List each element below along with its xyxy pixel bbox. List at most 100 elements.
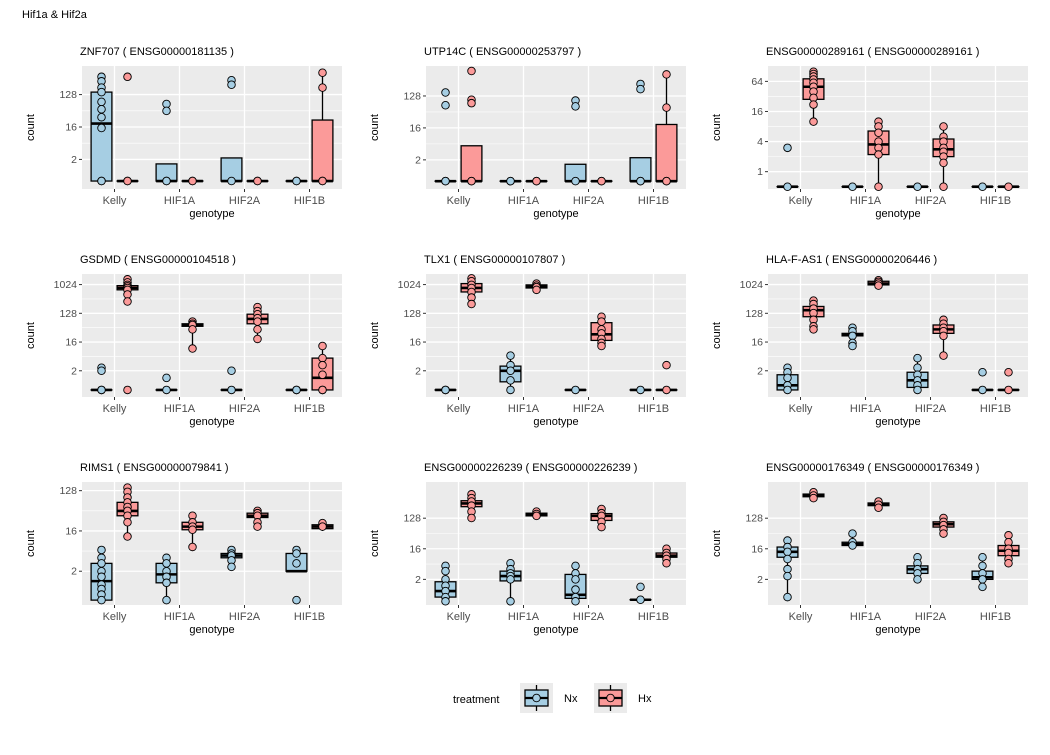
y-tick-label: 1024 (740, 279, 764, 291)
panel-title: RIMS1 ( ENSG00000079841 ) (80, 462, 229, 474)
data-point (442, 567, 450, 575)
data-point (940, 183, 948, 191)
data-point (124, 177, 132, 185)
data-point (98, 546, 106, 554)
data-point (293, 386, 301, 394)
data-point (98, 573, 106, 581)
data-point (810, 118, 818, 126)
data-point (163, 596, 171, 604)
data-point (1005, 368, 1013, 376)
box-body (312, 120, 333, 181)
data-point (533, 177, 541, 185)
data-point (572, 386, 580, 394)
data-point (293, 177, 301, 185)
x-tick-label-hif1a: HIF1A (508, 195, 540, 207)
panel-title: HLA-F-AS1 ( ENSG00000206446 ) (766, 254, 937, 266)
panel-title: ZNF707 ( ENSG00000181135 ) (80, 46, 234, 58)
data-point (875, 282, 883, 290)
legend-key-point (533, 694, 541, 702)
data-point (979, 562, 987, 570)
data-point (228, 81, 236, 89)
y-tick-label: 16 (409, 337, 421, 349)
data-point (254, 335, 262, 343)
data-point (914, 364, 922, 372)
x-axis-label: genotype (875, 624, 920, 636)
x-tick-label-kelly: Kelly (789, 195, 813, 207)
legend-item-hx: Hx (594, 683, 652, 713)
box-body (656, 124, 677, 181)
x-axis-label: genotype (189, 624, 234, 636)
data-point (98, 177, 106, 185)
legend-label: Nx (564, 693, 578, 705)
y-tick-label: 1024 (54, 279, 78, 291)
data-point (784, 144, 792, 152)
data-point (124, 73, 132, 81)
x-tick-label-hif2a: HIF2A (229, 195, 261, 207)
x-tick-label-hif1b: HIF1B (980, 611, 1011, 623)
y-tick-label: 16 (65, 337, 77, 349)
data-point (468, 67, 476, 75)
data-point (784, 374, 792, 382)
data-point (784, 593, 792, 601)
x-tick-label-hif1b: HIF1B (294, 611, 325, 623)
panel-background (82, 482, 342, 605)
x-tick-label-hif1a: HIF1A (850, 611, 882, 623)
y-axis-label: count (369, 530, 381, 557)
panel-title: ENSG00000176349 ( ENSG00000176349 ) (766, 462, 979, 474)
data-point (637, 177, 645, 185)
data-point (1005, 559, 1013, 567)
data-point (468, 300, 476, 308)
data-point (293, 550, 301, 558)
panel-title: ENSG00000226239 ( ENSG00000226239 ) (424, 462, 637, 474)
x-tick-label-kelly: Kelly (103, 611, 127, 623)
data-point (507, 386, 515, 394)
data-point (914, 354, 922, 362)
y-tick-label: 1024 (398, 279, 422, 291)
x-tick-label-kelly: Kelly (447, 195, 471, 207)
data-point (319, 386, 327, 394)
y-axis-label: count (25, 114, 37, 141)
data-point (98, 124, 106, 132)
data-point (979, 386, 987, 394)
data-point (572, 562, 580, 570)
x-axis-label: genotype (189, 416, 234, 428)
data-point (163, 579, 171, 587)
x-tick-label-kelly: Kelly (789, 403, 813, 415)
data-point (940, 530, 948, 538)
x-tick-label-hif1a: HIF1A (850, 195, 882, 207)
data-point (1005, 386, 1013, 394)
data-point (979, 368, 987, 376)
data-point (979, 583, 987, 591)
data-point (572, 177, 580, 185)
data-point (849, 332, 857, 340)
data-point (442, 101, 450, 109)
data-point (979, 553, 987, 561)
data-point (572, 103, 580, 111)
y-tick-label: 16 (409, 122, 421, 134)
x-tick-label-hif2a: HIF2A (573, 403, 605, 415)
panel-9: ENSG00000176349 ( ENSG00000176349 )21612… (711, 462, 1028, 636)
data-point (319, 354, 327, 362)
x-axis-label: genotype (189, 208, 234, 220)
legend-key-point (607, 694, 615, 702)
data-point (293, 596, 301, 604)
data-point (849, 342, 857, 350)
data-point (124, 533, 132, 541)
y-tick-label: 128 (59, 485, 77, 497)
data-point (189, 543, 197, 551)
y-tick-label: 16 (65, 525, 77, 537)
data-point (442, 89, 450, 97)
data-point (228, 177, 236, 185)
data-point (228, 386, 236, 394)
y-tick-label: 16 (751, 106, 763, 118)
data-point (784, 572, 792, 580)
data-point (189, 177, 197, 185)
data-point (940, 352, 948, 360)
x-tick-label-hif1b: HIF1B (638, 403, 669, 415)
data-point (637, 596, 645, 604)
y-axis-label: count (369, 322, 381, 349)
x-tick-label-hif1a: HIF1A (508, 611, 540, 623)
data-point (784, 386, 792, 394)
